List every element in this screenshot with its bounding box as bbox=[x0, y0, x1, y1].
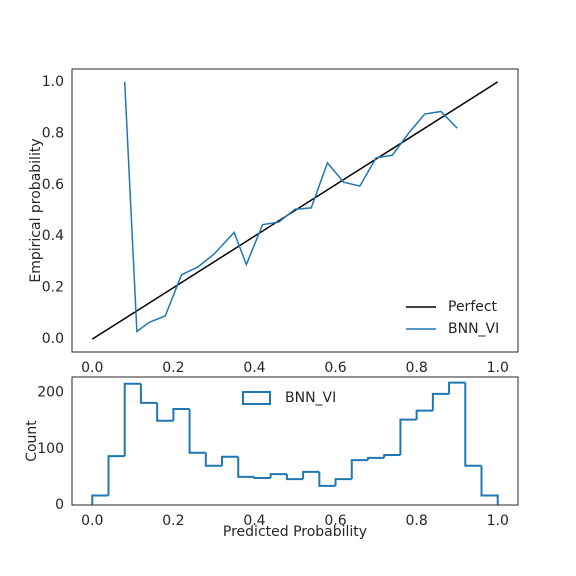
histogram-step bbox=[302, 470, 320, 480]
histogram-step bbox=[334, 478, 352, 486]
histogram-step bbox=[123, 382, 141, 457]
y-tick-label: 0.0 bbox=[42, 331, 64, 347]
x-tick-label: 0.8 bbox=[406, 513, 428, 529]
axes-frame bbox=[71, 376, 519, 506]
histogram-step bbox=[221, 455, 239, 466]
x-tick-label: 0.4 bbox=[243, 513, 265, 529]
histogram-step bbox=[448, 381, 466, 394]
y-tick-label: 0.4 bbox=[42, 228, 64, 244]
histogram-step bbox=[350, 459, 368, 480]
y-tick-label: 0.8 bbox=[42, 125, 64, 141]
y-tick-label: 100 bbox=[37, 441, 64, 457]
legend-label: Perfect bbox=[448, 299, 498, 315]
x-tick-label: 0.2 bbox=[162, 360, 184, 376]
x-tick-label: 1.0 bbox=[487, 360, 509, 376]
x-tick-label: 0.6 bbox=[324, 360, 346, 376]
x-tick-label: 0.2 bbox=[162, 513, 184, 529]
histogram-step bbox=[366, 456, 385, 461]
legend-label: BNN_VI bbox=[448, 321, 499, 337]
histogram-step bbox=[156, 402, 174, 422]
histogram-step bbox=[383, 454, 401, 458]
x-tick-label: 0.0 bbox=[81, 513, 103, 529]
histogram-step bbox=[399, 418, 417, 456]
data-line bbox=[91, 81, 499, 340]
x-tick-label: 0.8 bbox=[406, 360, 428, 376]
x-tick-label: 0.6 bbox=[324, 513, 346, 529]
histogram-step bbox=[318, 471, 336, 487]
histogram-step bbox=[91, 494, 109, 505]
legend-handle bbox=[242, 391, 271, 405]
y-tick-label: 0.6 bbox=[42, 177, 64, 193]
y-axis-label: Empirical probability bbox=[28, 138, 44, 282]
axes-frame bbox=[71, 68, 519, 353]
x-tick-label: 0.0 bbox=[81, 360, 103, 376]
histogram-step bbox=[253, 476, 271, 480]
histogram-step bbox=[464, 382, 482, 467]
y-axis-label: Count bbox=[24, 420, 40, 462]
histogram-step bbox=[480, 465, 499, 505]
y-tick-label: 0 bbox=[55, 497, 64, 513]
x-axis-label: Predicted Probability bbox=[223, 524, 367, 540]
histogram-step bbox=[139, 383, 158, 404]
y-tick-label: 1.0 bbox=[42, 74, 64, 90]
histogram-step bbox=[269, 473, 287, 479]
histogram-step bbox=[285, 474, 304, 481]
y-tick-label: 200 bbox=[37, 385, 64, 401]
histogram-step bbox=[107, 455, 125, 496]
histogram-step bbox=[204, 452, 223, 467]
histogram-step bbox=[237, 456, 255, 478]
data-line bbox=[123, 81, 458, 333]
histogram-step bbox=[188, 409, 206, 454]
histogram-step bbox=[172, 408, 190, 421]
histogram-step bbox=[415, 409, 433, 420]
histogram-step bbox=[431, 392, 450, 411]
legend-label: BNN_VI bbox=[285, 390, 336, 406]
y-tick-label: 0.2 bbox=[42, 280, 64, 296]
x-tick-label: 0.4 bbox=[243, 360, 265, 376]
x-tick-label: 1.0 bbox=[487, 513, 509, 529]
